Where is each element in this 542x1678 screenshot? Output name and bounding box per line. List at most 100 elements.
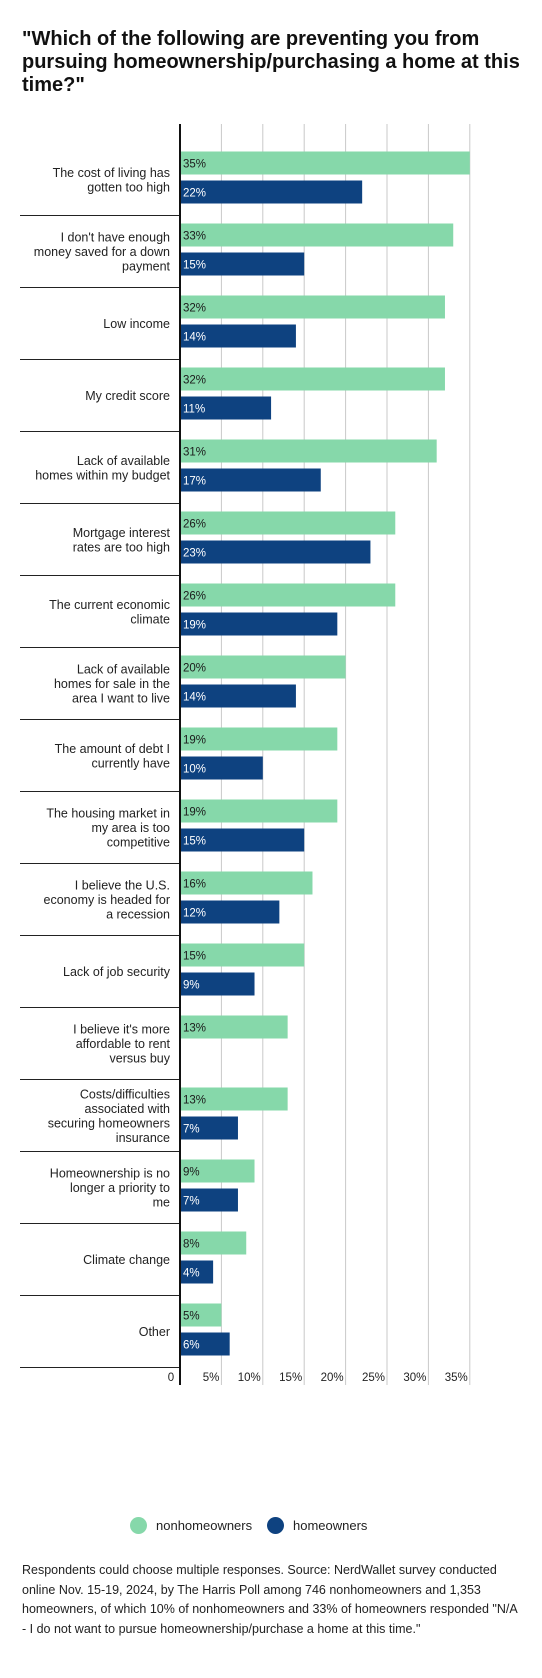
data-label-homeowners: 15% — [183, 836, 206, 848]
data-label-homeowners: 22% — [183, 188, 206, 200]
bar-homeowners — [180, 1116, 238, 1140]
category-label-line: affordable to rent — [76, 1037, 171, 1051]
bar-nonhomeowners — [180, 1159, 255, 1183]
data-label-nonhomeowners: 15% — [183, 951, 206, 963]
category-label-line: The amount of debt I — [55, 742, 170, 756]
category-label-line: My credit score — [85, 389, 170, 403]
data-label-homeowners: 10% — [183, 764, 206, 776]
legend-swatch-homeowners — [267, 1516, 284, 1534]
category-label: The housing market in my area is too compe… — [46, 807, 170, 850]
bar-homeowners — [180, 252, 305, 276]
data-label-homeowners: 7% — [183, 1196, 200, 1208]
data-label-homeowners: 6% — [183, 1340, 200, 1352]
data-label-nonhomeowners: 20% — [183, 663, 206, 675]
x-tick-label: 20% — [321, 1372, 344, 1384]
legend-item-homeowners: homeowners — [267, 1514, 367, 1536]
category-label: Low income — [103, 317, 170, 331]
category-label-line: Low income — [103, 317, 170, 331]
bar-nonhomeowners — [180, 799, 338, 823]
category-label-line: a recession — [106, 908, 170, 922]
category-label-line: money saved for a down — [34, 245, 170, 259]
category-label-line: The cost of living has — [53, 166, 170, 180]
category-label-line: Mortgage interest — [73, 526, 171, 540]
category-label-line: insurance — [116, 1131, 170, 1145]
category-label: Homeownership is no longer a priority to m… — [50, 1167, 170, 1210]
x-tick-label: 35% — [445, 1372, 468, 1384]
category-label-line: Lack of available — [77, 454, 170, 468]
category-label-line: homes within my budget — [35, 468, 170, 482]
bar-homeowners — [180, 900, 280, 924]
bar-homeowners — [180, 324, 296, 348]
category-label-line: area I want to live — [72, 692, 170, 706]
legend-label-homeowners: homeowners — [293, 1517, 368, 1533]
data-label-nonhomeowners: 26% — [183, 519, 206, 531]
category-label: I believe it's more affordable to rent ver… — [73, 1023, 171, 1066]
category-label-line: competitive — [107, 836, 170, 850]
category-label-line: Costs/difficulties — [80, 1087, 170, 1101]
category-label-line: I don't have enough — [61, 231, 170, 245]
data-label-nonhomeowners: 5% — [183, 1311, 200, 1323]
category-label-line: homes for sale in the — [54, 677, 170, 691]
bar-nonhomeowners — [180, 367, 445, 391]
category-label-line: my area is too — [91, 821, 170, 835]
category-label: Lack of available homes for sale in the ar… — [54, 663, 170, 706]
data-label-nonhomeowners: 19% — [183, 735, 206, 747]
category-label-line: I believe the U.S. — [75, 879, 170, 893]
bar-homeowners — [180, 1260, 214, 1284]
data-label-nonhomeowners: 26% — [183, 591, 206, 603]
category-label-line: I believe it's more — [73, 1023, 170, 1037]
bar-nonhomeowners — [180, 1015, 288, 1039]
data-label-homeowners: 7% — [183, 1124, 200, 1136]
category-label-line: associated with — [85, 1102, 171, 1116]
data-label-nonhomeowners: 16% — [183, 879, 206, 891]
bar-nonhomeowners — [180, 223, 454, 247]
category-label-line: me — [153, 1196, 170, 1210]
bar-homeowners — [180, 468, 321, 492]
bar-homeowners — [180, 1332, 230, 1356]
bar-nonhomeowners — [180, 943, 305, 967]
x-tick-label: 15% — [279, 1372, 302, 1384]
data-label-homeowners: 4% — [183, 1268, 200, 1280]
bar-homeowners — [180, 828, 305, 852]
category-label-line: climate — [130, 612, 170, 626]
category-label: Climate change — [83, 1253, 170, 1267]
data-label-homeowners: 14% — [183, 692, 206, 704]
bar-homeowners — [180, 684, 296, 708]
data-label-homeowners: 17% — [183, 476, 206, 488]
bar-nonhomeowners — [180, 727, 338, 751]
category-label-line: longer a priority to — [70, 1181, 170, 1195]
category-label-line: Lack of available — [77, 663, 170, 677]
data-label-nonhomeowners: 35% — [183, 159, 206, 171]
data-label-homeowners: 11% — [183, 404, 205, 416]
x-tick-label: 10% — [238, 1372, 261, 1384]
category-label-line: economy is headed for — [44, 893, 170, 907]
legend-label-nonhomeowners: nonhomeowners — [156, 1517, 253, 1533]
data-label-nonhomeowners: 32% — [183, 303, 206, 315]
x-tick-label: 0 — [168, 1372, 174, 1384]
bar-nonhomeowners — [180, 583, 396, 607]
bar-chart: The cost of living has gotten too high I d… — [20, 124, 471, 1385]
data-label-homeowners: 19% — [183, 620, 206, 632]
x-tick-label: 5% — [203, 1372, 220, 1384]
data-label-nonhomeowners: 13% — [183, 1095, 206, 1107]
data-label-homeowners: 9% — [183, 980, 200, 992]
data-label-nonhomeowners: 32% — [183, 375, 206, 387]
legend-swatch-nonhomeowners — [130, 1516, 147, 1534]
x-tick-label: 25% — [362, 1372, 385, 1384]
bar-nonhomeowners — [180, 151, 470, 175]
bar-homeowners — [180, 1188, 238, 1212]
category-label-line: rates are too high — [73, 540, 170, 554]
category-label: The cost of living has gotten too high — [53, 166, 170, 195]
category-label: Costs/difficulties associated with securin… — [48, 1087, 170, 1145]
category-label-line: securing homeowners — [48, 1116, 170, 1130]
bar-homeowners — [180, 396, 272, 420]
category-label-line: The housing market in — [46, 807, 170, 821]
bar-homeowners — [180, 180, 363, 204]
bar-homeowners — [180, 540, 371, 564]
bar-nonhomeowners — [180, 871, 313, 895]
category-label-line: gotten too high — [87, 180, 170, 194]
data-label-homeowners: 12% — [183, 908, 206, 920]
bar-nonhomeowners — [180, 295, 445, 319]
bar-homeowners — [180, 612, 338, 636]
